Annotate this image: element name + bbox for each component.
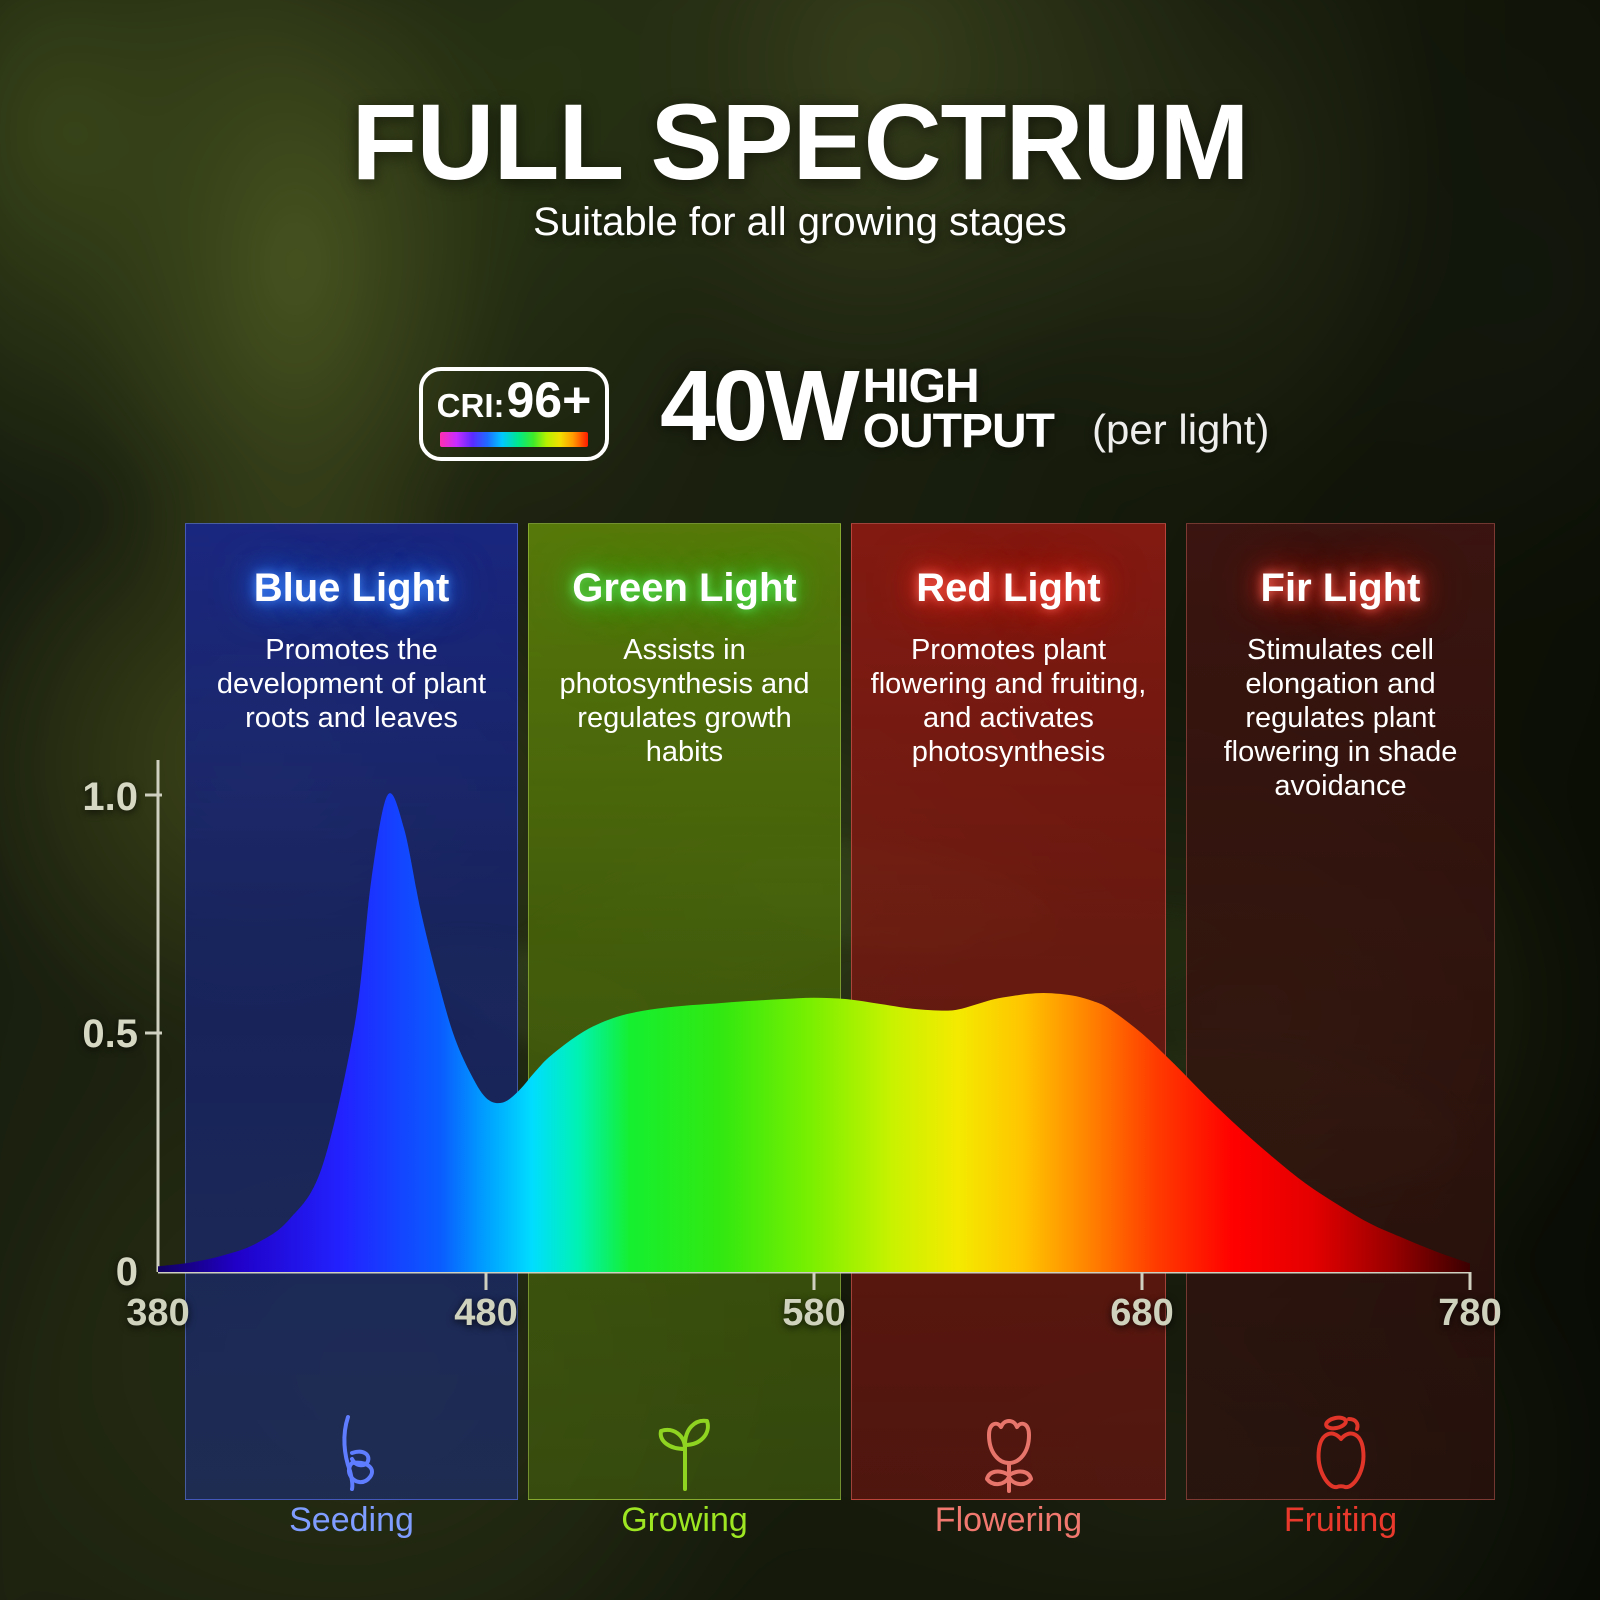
stage-flowering: Flowering [851,1409,1166,1540]
stage-seeding: Seeding [185,1409,518,1540]
stage-seeding-label: Seeding [289,1501,414,1539]
tulip-icon [984,1419,1033,1493]
wattage-description: HIGH OUTPUT [862,360,1055,459]
y-axis-label-1: 1.0 [82,775,138,819]
wattage-note: (per light) [1092,406,1270,453]
stage-growing-label: Growing [621,1501,748,1539]
apple-icon [1316,1415,1365,1490]
panel-blue-light: Blue Light Promotes the development of p… [185,523,518,1500]
panel-red-title: Red Light [916,566,1101,610]
wattage-block: 40W HIGH OUTPUT [660,350,1055,462]
cri-label: CRI: [436,387,505,424]
panel-fir-description: Stimulates cell elongation and regulates… [1223,634,1458,802]
x-axis-label-480: 480 [454,1292,518,1334]
panel-green-title: Green Light [572,566,797,610]
panel-red-light: Red Light Promotes plant flowering and f… [851,523,1166,1500]
x-axis-label-380: 380 [126,1292,190,1334]
seedling-icon [658,1418,710,1491]
wattage-value: 40W [660,350,860,462]
page-title: FULL SPECTRUM [351,81,1250,202]
wattage-line-high: HIGH [862,360,980,413]
stage-flowering-label: Flowering [934,1501,1083,1539]
stage-fruiting-label: Fruiting [1283,1501,1398,1539]
y-axis-label-05: 0.5 [82,1012,138,1056]
x-axis-label-580: 580 [782,1292,846,1334]
page-subtitle: Suitable for all growing stages [533,200,1067,244]
stage-growing: Growing [528,1409,841,1540]
panel-green-description: Assists in photosynthesis and regulates … [559,634,810,768]
x-axis-label-680: 680 [1110,1292,1174,1334]
stage-fruiting: Fruiting [1186,1409,1495,1540]
panel-blue-title: Blue Light [253,566,450,610]
panel-blue-description: Promotes the development of plant roots … [216,634,487,734]
panel-red-description: Promotes plant flowering and fruiting, a… [870,634,1147,768]
sprouting-seed-icon [341,1415,374,1491]
panel-fir-title: Fir Light [1260,566,1421,610]
x-axis-label-780: 780 [1438,1292,1502,1334]
cri-badge: CRI: 96+ [419,367,609,461]
y-axis-label-0: 0 [115,1250,138,1294]
rainbow-gradient-bar-icon [440,432,588,447]
panel-green-light: Green Light Assists in photosynthesis an… [528,523,841,1500]
cri-row: CRI: 96+ [435,372,593,428]
wattage-line-output: OUTPUT [862,405,1055,459]
panel-fir-light: Fir Light Stimulates cell elongation and… [1186,523,1495,1500]
cri-value: 96+ [506,372,592,428]
